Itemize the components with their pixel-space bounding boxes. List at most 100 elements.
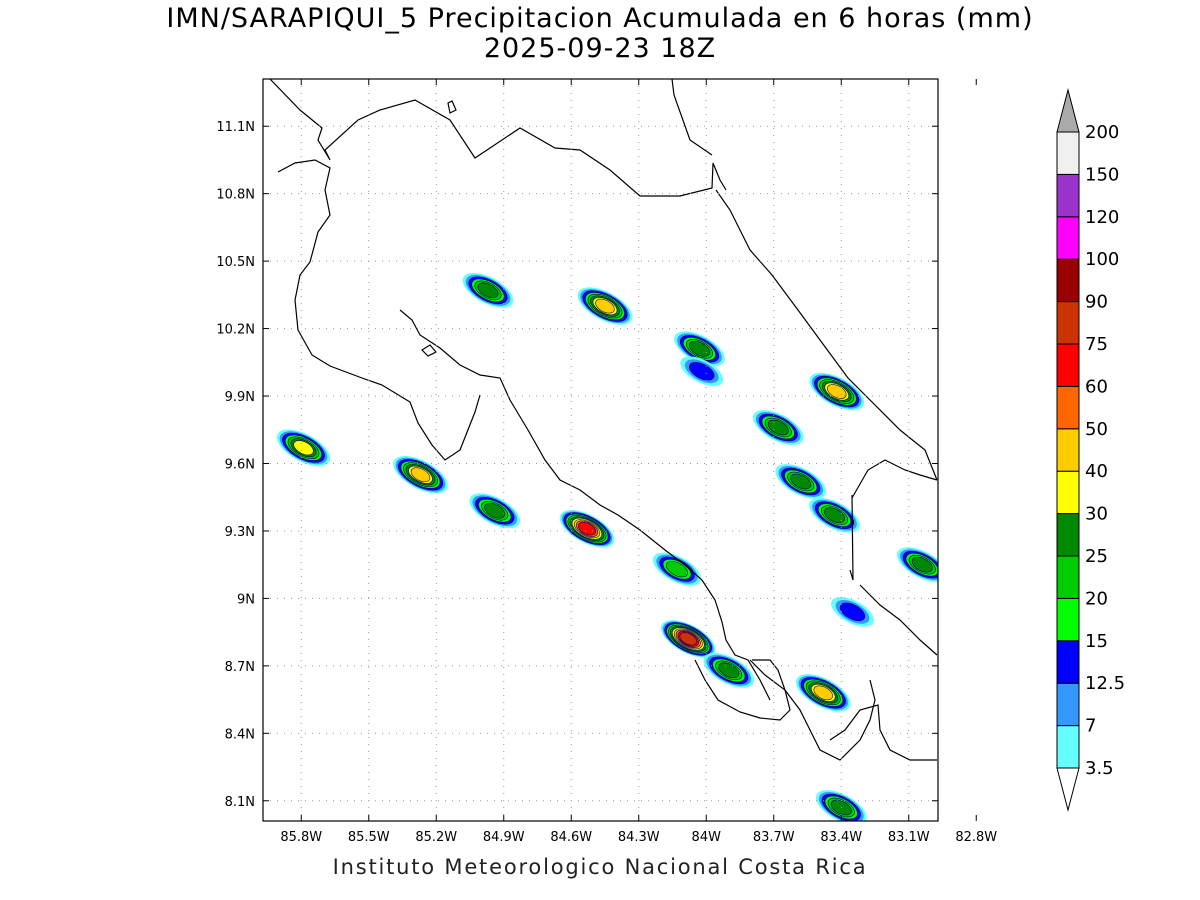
footer-credit: Instituto Meteorologico Nacional Costa R… xyxy=(332,855,868,879)
precip-contour xyxy=(960,118,1014,162)
lon-tick-label: 85.8W xyxy=(280,830,322,845)
precip-cell xyxy=(393,455,448,494)
colorbar-segment xyxy=(1056,682,1080,727)
precip-contour xyxy=(718,662,740,679)
colorbar-label: 40 xyxy=(1085,461,1108,482)
lake-island xyxy=(447,100,457,114)
colorbar-segment xyxy=(1056,343,1080,387)
colorbar-label: 75 xyxy=(1085,334,1108,355)
plot-frame xyxy=(262,78,939,822)
lat-tick-label: 9.6N xyxy=(225,457,255,472)
map-datetime: 2025-09-23 18Z xyxy=(483,33,717,64)
precip-cell xyxy=(896,547,938,583)
precip-contour xyxy=(949,622,1007,669)
panama-caribbean-coast xyxy=(851,459,938,499)
colorbar-label: 7 xyxy=(1085,716,1096,737)
caribbean-coast-north xyxy=(671,79,713,156)
colorbar-label: 120 xyxy=(1085,207,1119,228)
colorbar-segment xyxy=(1056,597,1080,642)
precip-contour xyxy=(974,611,1014,643)
precip-contour xyxy=(961,631,995,659)
lon-tick-label: 84W xyxy=(692,830,722,845)
colorbar-segment xyxy=(1056,131,1080,175)
precip-contour xyxy=(937,488,938,524)
precip-contour xyxy=(827,384,847,399)
precip-cell xyxy=(957,115,1018,164)
longitude-axis: 85.8W 85.5W 85.2W 84.9W 84.6W 84.3W 84W 83.7W 83… xyxy=(280,79,997,845)
colorbar-segment xyxy=(1056,301,1080,345)
nicaragua-lake-shore xyxy=(269,79,727,197)
precip-contour xyxy=(973,525,1003,549)
precip-contour xyxy=(578,521,596,536)
colorbar-label: 3.5 xyxy=(1085,758,1114,779)
precip-contour xyxy=(976,528,999,548)
colorbar-segment xyxy=(1056,640,1080,684)
colorbar-label: 60 xyxy=(1085,376,1108,397)
lat-tick-label: 9N xyxy=(237,592,255,607)
precip-contour xyxy=(975,129,1000,150)
colorbar-segment xyxy=(1056,513,1080,557)
colorbar-label: 150 xyxy=(1085,164,1119,185)
colorbar-segment xyxy=(1056,173,1080,218)
precip-contour xyxy=(943,490,983,522)
lat-tick-label: 8.7N xyxy=(225,660,255,675)
precip-contour xyxy=(410,467,431,483)
colorbar-label: 50 xyxy=(1085,419,1108,440)
panama-coast-south xyxy=(829,704,937,761)
precip-contour xyxy=(967,606,1021,650)
precip-contour xyxy=(813,685,833,701)
precip-contour xyxy=(968,123,1008,155)
precip-contour xyxy=(767,419,789,436)
precip-contour xyxy=(965,635,991,657)
precip-contour xyxy=(936,484,990,528)
precip-contour xyxy=(971,126,1003,153)
precip-contour xyxy=(666,561,688,578)
nicoya-island xyxy=(421,344,437,357)
colorbar-lower-arrow xyxy=(1056,767,1080,812)
precip-contour xyxy=(964,603,1025,652)
precip-cell xyxy=(954,511,1020,564)
lon-tick-label: 83.4W xyxy=(820,830,862,845)
pacific-coast-guanacaste xyxy=(277,159,481,461)
latitude-axis: 11.1N 10.8N 10.5N 10.2N 9.9N 9.6N 9.3N 9N 8.7N 8.… xyxy=(216,120,938,810)
precip-contour xyxy=(957,514,1017,562)
precip-cell xyxy=(795,674,851,712)
precip-cell xyxy=(577,287,633,325)
lon-tick-label: 83.7W xyxy=(753,830,795,845)
lon-tick-label: 84.6W xyxy=(550,830,592,845)
colorbar-segment xyxy=(1056,258,1080,303)
lon-tick-label: 83.1W xyxy=(888,830,930,845)
colorbar-label: 25 xyxy=(1085,546,1108,567)
lat-tick-label: 10.8N xyxy=(216,188,255,203)
colorbar-label: 30 xyxy=(1085,504,1108,525)
precip-cell xyxy=(936,484,990,528)
precip-contour xyxy=(595,298,615,314)
precip-contour xyxy=(957,628,999,662)
precip-cell xyxy=(469,493,521,529)
precip-contour xyxy=(293,440,314,456)
gulf-of-nicoya xyxy=(399,309,771,701)
precip-contour xyxy=(679,632,697,646)
colorbar-label: 200 xyxy=(1085,122,1119,143)
colorbar-segment xyxy=(1056,216,1080,260)
lat-tick-label: 8.1N xyxy=(225,795,255,810)
precip-contour xyxy=(964,518,1012,557)
coastlines xyxy=(269,79,938,761)
precip-cell xyxy=(652,552,702,586)
precip-cell xyxy=(831,597,874,627)
lat-tick-label: 8.4N xyxy=(225,727,255,742)
precip-contour xyxy=(964,121,1011,159)
precip-contour xyxy=(911,556,933,573)
precip-contour xyxy=(689,341,710,357)
precip-contour xyxy=(971,609,1018,647)
precip-contour xyxy=(953,625,1003,666)
precip-cell xyxy=(660,620,716,658)
precip-cell xyxy=(809,372,865,411)
lon-tick-label: 84.3W xyxy=(618,830,660,845)
precip-contour xyxy=(950,496,975,517)
precip-contour xyxy=(957,115,1018,164)
precip-contour xyxy=(689,362,715,381)
precip-cell xyxy=(674,331,725,367)
colorbar-segment xyxy=(1056,470,1080,515)
